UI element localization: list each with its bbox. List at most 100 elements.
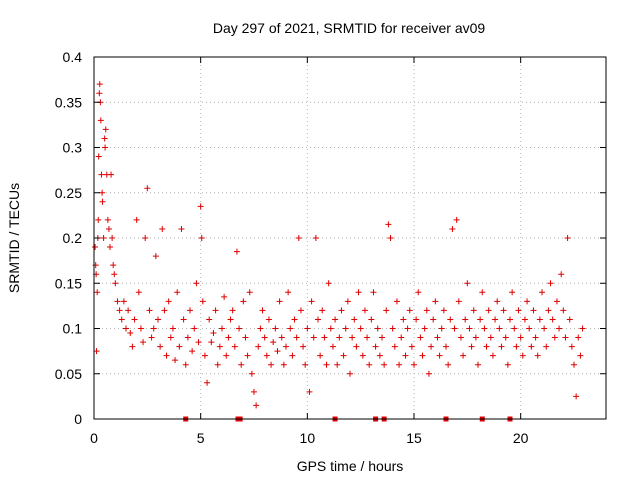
data-point: [530, 307, 537, 314]
data-point: [92, 244, 99, 251]
data-point: [101, 135, 108, 142]
data-point: [562, 334, 569, 341]
data-point: [223, 352, 230, 359]
data-point: [165, 298, 172, 305]
data-point: [123, 325, 129, 332]
data-point: [317, 352, 324, 359]
data-point: [381, 361, 388, 368]
data-point: [214, 361, 221, 368]
data-point: [370, 289, 377, 296]
data-point: [197, 203, 204, 210]
data-point: [332, 316, 339, 323]
data-point: [364, 334, 371, 341]
data-point: [543, 343, 550, 350]
x-tick-label: 15: [406, 430, 422, 446]
data-point: [204, 379, 211, 386]
data-point: [379, 334, 385, 341]
data-point: [255, 343, 262, 350]
data-point: [344, 298, 351, 305]
data-point: [259, 307, 266, 314]
data-point: [210, 330, 217, 337]
data-point: [577, 352, 584, 359]
data-point: [172, 357, 179, 364]
data-point: [297, 307, 304, 314]
data-point: [396, 361, 403, 368]
data-point: [261, 334, 268, 341]
data-point: [423, 307, 430, 314]
data-point: [208, 339, 215, 346]
data-point: [402, 352, 409, 359]
data-point: [146, 307, 153, 314]
data-point: [438, 325, 445, 332]
data-point: [340, 352, 347, 359]
data-point: [167, 334, 174, 341]
data-point: [310, 334, 317, 341]
data-point: [355, 289, 362, 296]
data-point: [125, 307, 132, 314]
data-point: [353, 343, 360, 350]
data-point: [398, 334, 405, 341]
y-tick-label: 0.3: [63, 140, 83, 156]
y-axis-label: SRMTID / TECUs: [6, 183, 22, 293]
data-point: [253, 402, 260, 409]
data-point: [100, 235, 107, 241]
data-point: [144, 185, 151, 192]
data-point: [453, 216, 460, 223]
data-point: [323, 361, 330, 368]
data-point: [389, 325, 396, 332]
data-point: [137, 325, 144, 332]
data-point: [110, 262, 117, 269]
data-point: [472, 334, 479, 341]
data-point: [528, 343, 535, 350]
data-point: [293, 334, 300, 341]
data-point: [248, 370, 255, 377]
data-point: [219, 325, 225, 332]
data-point: [257, 325, 264, 332]
data-point: [579, 325, 586, 332]
data-point: [272, 325, 279, 332]
data-point: [575, 334, 582, 341]
y-tick-label: 0.05: [55, 366, 82, 382]
data-point: [96, 90, 103, 97]
data-point: [470, 307, 477, 314]
x-axis-label: GPS time / hours: [297, 458, 404, 474]
data-point: [400, 316, 407, 323]
data-point: [566, 316, 573, 323]
data-point: [251, 388, 257, 395]
data-point: [142, 235, 149, 241]
data-point: [489, 352, 496, 359]
y-tick-label: 0.4: [63, 49, 83, 65]
data-point: [411, 361, 417, 368]
data-point: [553, 298, 560, 305]
data-point: [451, 325, 458, 332]
data-point: [327, 325, 334, 332]
data-point: [539, 289, 545, 296]
data-point: [114, 298, 121, 305]
data-point: [98, 171, 105, 178]
data-point: [415, 289, 422, 296]
data-point: [376, 352, 383, 359]
data-point: [99, 198, 106, 205]
data-point: [97, 117, 104, 124]
data-point: [127, 330, 134, 337]
data-point: [494, 298, 501, 305]
y-tick-label: 0.25: [55, 185, 82, 201]
data-point: [178, 225, 185, 232]
data-point: [152, 253, 159, 260]
data-point: [556, 325, 563, 332]
data-point: [421, 325, 428, 332]
data-point: [118, 316, 125, 323]
data-point: [329, 343, 336, 350]
data-point: [240, 298, 247, 305]
data-point: [265, 316, 272, 323]
data-point: [187, 307, 193, 314]
data-point: [517, 334, 524, 341]
data-point: [300, 343, 307, 350]
data-point: [524, 298, 531, 305]
data-point: [104, 216, 111, 223]
data-point: [94, 289, 101, 296]
data-point: [372, 343, 379, 350]
data-point: [225, 334, 232, 341]
data-point: [270, 339, 277, 346]
